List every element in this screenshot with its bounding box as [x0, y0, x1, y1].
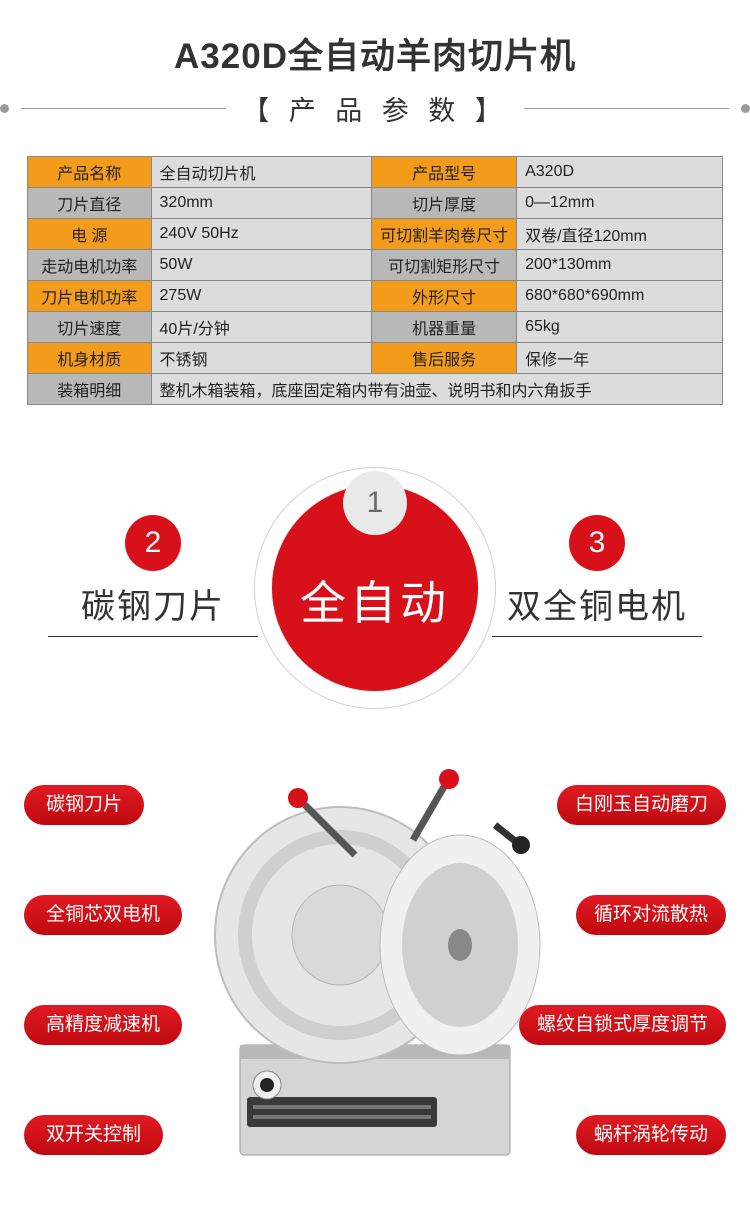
badge-2: 2: [125, 515, 181, 571]
subtitle: 【 产 品 参 数 】: [238, 89, 512, 128]
spec-label: 可切割矩形尺寸: [372, 250, 517, 281]
spec-label: 走动电机功率: [28, 250, 152, 281]
spec-label: 机器重量: [372, 312, 517, 343]
spec-value: 320mm: [151, 188, 372, 219]
spec-label: 售后服务: [372, 343, 517, 374]
spec-value: A320D: [517, 157, 723, 188]
spec-value: 275W: [151, 281, 372, 312]
table-row: 装箱明细整机木箱装箱，底座固定箱内带有油壶、说明书和内六角扳手: [28, 374, 723, 405]
spec-value: 保修一年: [517, 343, 723, 374]
spec-value: 不锈钢: [151, 343, 372, 374]
spec-value: 0—12mm: [517, 188, 723, 219]
subtitle-row: 【 产 品 参 数 】: [0, 89, 750, 128]
spec-label: 可切割羊肉卷尺寸: [372, 219, 517, 250]
spec-label: 装箱明细: [28, 374, 152, 405]
spec-label: 刀片直径: [28, 188, 152, 219]
spec-label: 产品名称: [28, 157, 152, 188]
badge-3: 3: [569, 515, 625, 571]
table-row: 走动电机功率50W可切割矩形尺寸200*130mm: [28, 250, 723, 281]
spec-value: 全自动切片机: [151, 157, 372, 188]
spec-value: 65kg: [517, 312, 723, 343]
spec-value: 200*130mm: [517, 250, 723, 281]
spec-label: 电 源: [28, 219, 152, 250]
spec-label: 刀片电机功率: [28, 281, 152, 312]
feature-2-label: 碳钢刀片: [48, 579, 258, 628]
spec-table: 产品名称全自动切片机产品型号A320D刀片直径320mm切片厚度0—12mm电 …: [27, 156, 723, 405]
spec-value: 680*680*690mm: [517, 281, 723, 312]
spec-label: 切片速度: [28, 312, 152, 343]
spec-value: 双卷/直径120mm: [517, 219, 723, 250]
feature-pill: 碳钢刀片: [24, 785, 144, 825]
spec-label: 产品型号: [372, 157, 517, 188]
feature-1-label: 全自动: [272, 567, 478, 633]
table-row: 切片速度40片/分钟机器重量65kg: [28, 312, 723, 343]
product-area: 碳钢刀片全铜芯双电机高精度减速机双开关控制 白刚玉自动磨刀循环对流散热螺纹自锁式厚…: [0, 745, 750, 1215]
feature-pill: 高精度减速机: [24, 1005, 182, 1045]
feature-3-label: 双全铜电机: [492, 579, 702, 628]
spec-value: 整机木箱装箱，底座固定箱内带有油壶、说明书和内六角扳手: [151, 374, 722, 405]
table-row: 刀片电机功率275W外形尺寸680*680*690mm: [28, 281, 723, 312]
page-title: A320D全自动羊肉切片机: [0, 28, 750, 79]
spec-value: 50W: [151, 250, 372, 281]
feature-pill: 双开关控制: [24, 1115, 163, 1155]
spec-label: 外形尺寸: [372, 281, 517, 312]
table-row: 机身材质不锈钢售后服务保修一年: [28, 343, 723, 374]
table-row: 刀片直径320mm切片厚度0—12mm: [28, 188, 723, 219]
feature-1: 1 全自动: [272, 485, 478, 691]
product-image: [195, 745, 555, 1185]
spec-label: 机身材质: [28, 343, 152, 374]
spec-label: 切片厚度: [372, 188, 517, 219]
feature-2: 2 碳钢刀片: [48, 515, 258, 637]
feature-3: 3 双全铜电机: [492, 515, 702, 637]
feature-pill: 螺纹自锁式厚度调节: [519, 1005, 726, 1045]
feature-pill: 全铜芯双电机: [24, 895, 182, 935]
spec-value: 240V 50Hz: [151, 219, 372, 250]
table-row: 电 源240V 50Hz可切割羊肉卷尺寸双卷/直径120mm: [28, 219, 723, 250]
badge-1: 1: [343, 471, 407, 535]
feature-pill: 循环对流散热: [576, 895, 726, 935]
feature-pill: 蜗杆涡轮传动: [576, 1115, 726, 1155]
feature-pill: 白刚玉自动磨刀: [557, 785, 726, 825]
feature-circles: 2 碳钢刀片 1 全自动 3 双全铜电机: [0, 475, 750, 735]
spec-value: 40片/分钟: [151, 312, 372, 343]
table-row: 产品名称全自动切片机产品型号A320D: [28, 157, 723, 188]
